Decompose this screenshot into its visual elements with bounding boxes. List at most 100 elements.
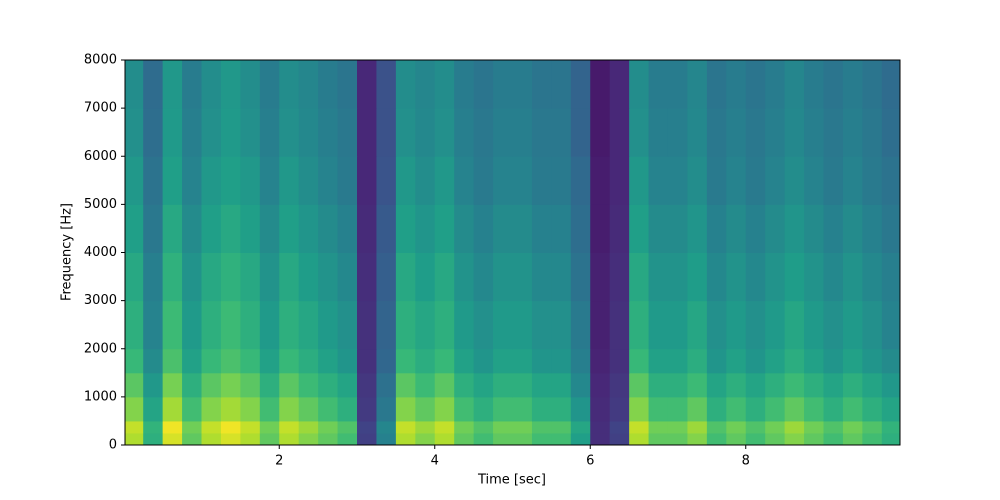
cell [784, 60, 805, 109]
cell [590, 108, 611, 157]
cell [609, 300, 630, 350]
cell [765, 300, 786, 350]
cell [804, 108, 824, 157]
cell [201, 204, 222, 253]
cell [318, 60, 339, 109]
cell [706, 108, 727, 157]
cell [298, 204, 319, 253]
cell [220, 348, 241, 374]
x-tick-label: 6 [586, 454, 594, 469]
cell [473, 420, 494, 434]
cell [162, 372, 183, 398]
cell [784, 252, 805, 302]
cell [454, 420, 475, 434]
cell [279, 300, 300, 350]
cell [125, 108, 144, 157]
x-tick-label: 4 [431, 454, 439, 469]
cell [765, 108, 786, 157]
cell [823, 300, 844, 350]
cell [162, 348, 183, 374]
cell [784, 396, 805, 422]
cell [357, 252, 377, 302]
cell [337, 204, 358, 253]
cell [745, 396, 766, 422]
cell [376, 396, 397, 422]
cell [726, 252, 747, 302]
cell [629, 60, 650, 109]
cell [395, 204, 416, 253]
cell [337, 348, 358, 374]
cell [182, 204, 203, 253]
cell [298, 372, 319, 398]
cell [629, 300, 650, 350]
cell [337, 420, 358, 434]
cell [609, 348, 630, 374]
cell [881, 432, 900, 445]
cell [765, 156, 786, 205]
cell [395, 60, 416, 109]
cell [629, 252, 650, 302]
cell [125, 420, 144, 434]
cell [143, 108, 164, 157]
cell [648, 300, 669, 350]
cell [512, 60, 533, 109]
cell [415, 60, 436, 109]
cell [667, 108, 688, 157]
cell [298, 108, 319, 157]
cell [726, 432, 747, 445]
cell [473, 252, 494, 302]
cell [473, 156, 494, 205]
cell [318, 372, 339, 398]
cell [687, 60, 708, 109]
cell [434, 300, 455, 350]
cell [395, 396, 416, 422]
cell [881, 156, 900, 205]
cell [590, 432, 611, 445]
cell [493, 108, 513, 157]
y-tick-label: 1000 [84, 389, 117, 404]
cell [804, 204, 824, 253]
cell [220, 60, 241, 109]
cell [862, 432, 883, 445]
cell [259, 372, 280, 398]
cell [201, 420, 222, 434]
cell [357, 204, 377, 253]
cell [804, 420, 824, 434]
cell [531, 372, 552, 398]
cell [337, 156, 358, 205]
cell [143, 372, 164, 398]
cell [143, 348, 164, 374]
cell [570, 300, 591, 350]
cell [125, 300, 144, 350]
cell [706, 300, 727, 350]
cell [765, 348, 786, 374]
cell [357, 396, 377, 422]
cell [823, 348, 844, 374]
cell [609, 156, 630, 205]
cell [337, 396, 358, 422]
cell [357, 420, 377, 434]
cell [298, 60, 319, 109]
cell [240, 108, 261, 157]
cell [279, 420, 300, 434]
cell [279, 372, 300, 398]
cell [415, 108, 436, 157]
cell [220, 204, 241, 253]
cell [842, 300, 863, 350]
cell [376, 156, 397, 205]
cell [162, 108, 183, 157]
cell [357, 300, 377, 350]
cell [357, 432, 377, 445]
cell [220, 156, 241, 205]
cell [881, 348, 900, 374]
cell [687, 348, 708, 374]
cell [259, 420, 280, 434]
cell [784, 420, 805, 434]
cell [881, 420, 900, 434]
cell [726, 156, 747, 205]
cell [745, 156, 766, 205]
cell [337, 108, 358, 157]
cell [512, 372, 533, 398]
cell [279, 348, 300, 374]
